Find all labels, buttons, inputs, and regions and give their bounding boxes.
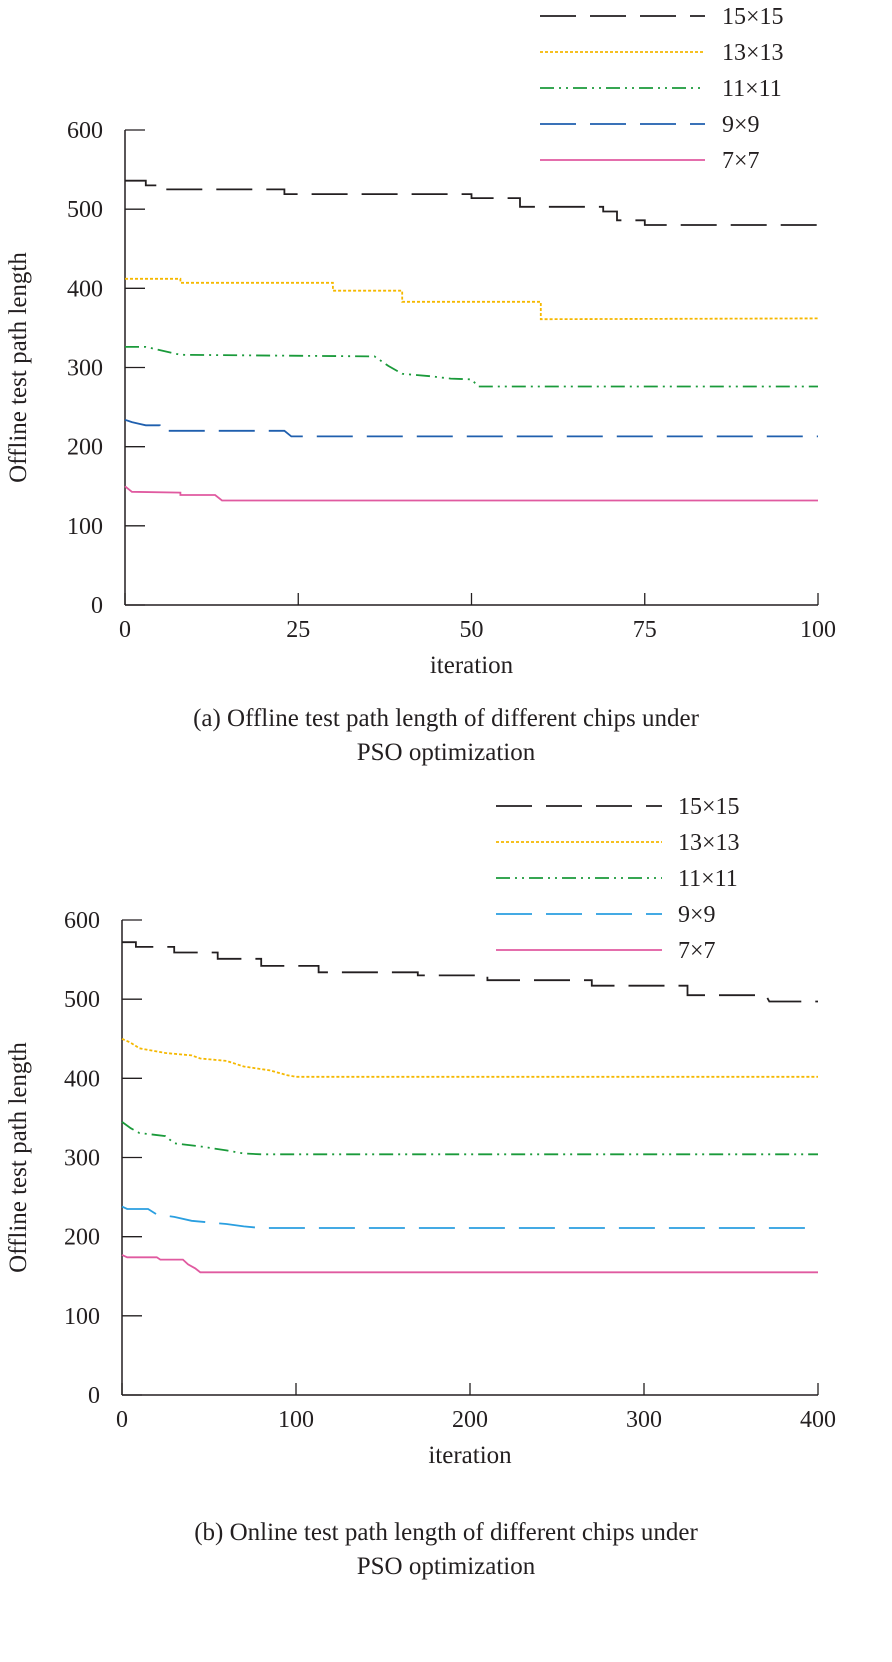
- y-tick-label: 100: [64, 1304, 100, 1330]
- series-line-11-11: [121, 1121, 818, 1156]
- x-axis-label: iteration: [430, 652, 514, 679]
- x-axis-label: iteration: [428, 1442, 512, 1469]
- x-tick-label: 0: [116, 1407, 128, 1433]
- y-tick-label: 0: [91, 593, 103, 619]
- x-tick-label: 75: [633, 617, 657, 643]
- y-tick-label: 600: [64, 908, 100, 934]
- series-line-13-13: [121, 1037, 818, 1078]
- legend-label: 9×9: [678, 902, 716, 928]
- caption-b-line1: (b) Online test path length of different…: [194, 1519, 698, 1546]
- legend-label: 13×13: [722, 40, 784, 66]
- y-tick-label: 400: [67, 276, 103, 302]
- y-axis-label: Offline test path length: [5, 1042, 32, 1273]
- x-tick-label: 400: [800, 1407, 836, 1433]
- caption-a-line2: PSO optimization: [356, 739, 536, 766]
- y-tick-label: 500: [64, 987, 100, 1013]
- series-line-13-13: [125, 277, 819, 321]
- series-line-11-11: [125, 346, 818, 388]
- series-line-15-15: [125, 179, 818, 226]
- caption-a-line1: (a) Offline test path length of differen…: [193, 705, 699, 732]
- y-tick-label: 200: [64, 1225, 100, 1251]
- legend-label: 9×9: [722, 112, 760, 138]
- x-tick-label: 0: [119, 617, 131, 643]
- y-axis-label: Offline test path length: [5, 252, 32, 483]
- series-line-15-15: [122, 941, 818, 1003]
- y-tick-label: 300: [64, 1146, 100, 1172]
- x-tick-label: 200: [452, 1407, 488, 1433]
- legend-label: 11×11: [722, 76, 782, 102]
- y-tick-label: 400: [64, 1066, 100, 1092]
- chart-b: 0 100 200 300 400 500 600 0 100 200 300 400 iteratio…: [5, 794, 836, 1469]
- x-tick-label: 300: [626, 1407, 662, 1433]
- x-tick-label: 50: [460, 617, 484, 643]
- series-line-9-9: [124, 418, 818, 438]
- y-tick-label: 600: [67, 118, 103, 144]
- y-tick-label: 200: [67, 435, 103, 461]
- legend-label: 11×11: [678, 866, 738, 892]
- caption-b: (b) Online test path length of different…: [0, 1516, 892, 1584]
- chart-a: 0 100 200 300 400 500 600 0 25 50 75 100 iteration Of…: [5, 4, 836, 679]
- legend-label: 15×15: [678, 794, 740, 820]
- caption-a: (a) Offline test path length of differen…: [0, 702, 892, 770]
- y-tick-label: 500: [67, 197, 103, 223]
- series-line-7-7: [124, 485, 818, 502]
- y-tick-label: 0: [88, 1383, 100, 1409]
- legend-label: 7×7: [722, 148, 760, 174]
- y-tick-label: 300: [67, 356, 103, 382]
- series-line-9-9: [121, 1205, 818, 1229]
- series-line-7-7: [121, 1254, 818, 1274]
- legend-label: 7×7: [678, 938, 716, 964]
- x-tick-label: 100: [278, 1407, 314, 1433]
- caption-b-line2: PSO optimization: [356, 1553, 536, 1580]
- x-tick-label: 25: [286, 617, 310, 643]
- legend-label: 13×13: [678, 830, 740, 856]
- x-tick-label: 100: [800, 617, 836, 643]
- y-tick-label: 100: [67, 514, 103, 540]
- legend-label: 15×15: [722, 4, 784, 30]
